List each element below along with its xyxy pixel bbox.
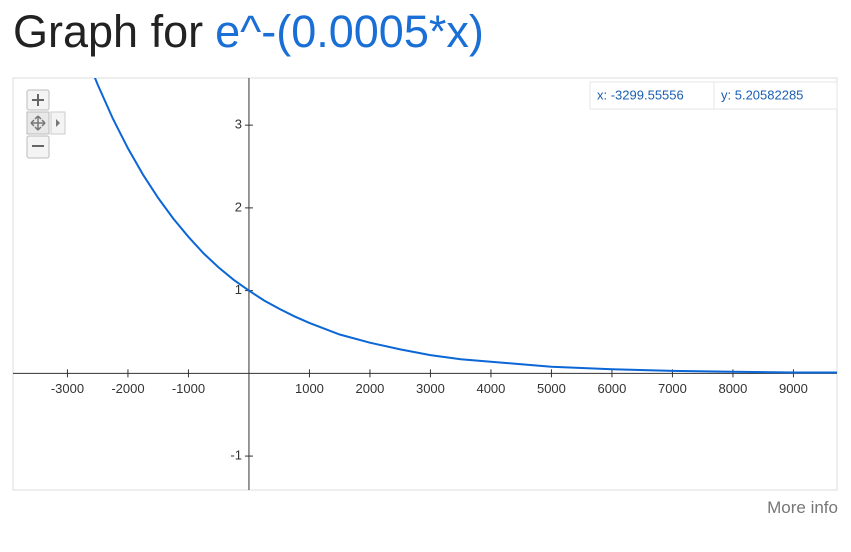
y-tick-label: -1 [230,448,242,463]
curve [93,78,837,374]
zoom-controls[interactable] [26,89,66,159]
x-tick-label: 4000 [476,381,505,396]
x-tick-label: 5000 [537,381,566,396]
x-tick-label: -1000 [172,381,205,396]
x-tick-label: 1000 [295,381,324,396]
title: Graph for e^-(0.0005*x) [13,6,484,58]
x-tick-label: 3000 [416,381,445,396]
readout-x: x: -3299.55556 [597,87,684,102]
x-tick-label: -3000 [51,381,84,396]
x-tick-label: -2000 [111,381,144,396]
x-tick-label: 9000 [779,381,808,396]
x-tick-label: 2000 [355,381,384,396]
plot-area [12,77,838,491]
title-expression: e^-(0.0005*x) [215,6,484,57]
y-tick-label: 3 [235,117,242,132]
readout: x: -3299.55556 y: 5.20582285 [589,81,838,110]
x-tick-label: 8000 [718,381,747,396]
readout-y: y: 5.20582285 [721,87,803,102]
x-tick-label: 6000 [597,381,626,396]
y-tick-label: 1 [235,282,242,297]
y-tick-label: 2 [235,199,242,214]
title-prefix: Graph for [13,6,204,57]
more-info-link[interactable]: More info [767,498,838,517]
x-tick-label: 7000 [658,381,687,396]
